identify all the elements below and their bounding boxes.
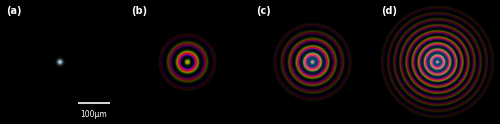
Text: 100μm: 100μm (80, 110, 107, 119)
Text: (c): (c) (256, 6, 271, 16)
Text: (a): (a) (6, 6, 22, 16)
Text: (d): (d) (382, 6, 397, 16)
Text: (b): (b) (131, 6, 148, 16)
